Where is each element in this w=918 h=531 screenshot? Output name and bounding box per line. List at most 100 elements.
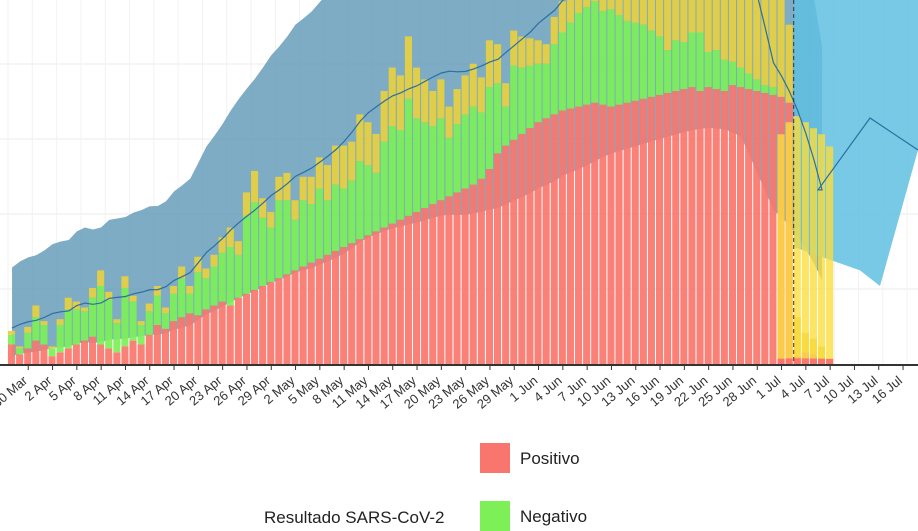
bar-positivo-90 [737, 87, 745, 364]
bar-negativo-88 [720, 59, 728, 91]
bar-positivo-69 [566, 108, 574, 364]
bar-series2-66 [542, 44, 550, 64]
bar-series2-10 [89, 287, 97, 298]
bar-series2-20 [170, 286, 178, 294]
bar-positivo-57 [469, 184, 477, 364]
bar-positivo-81 [664, 92, 672, 364]
bar-positivo-55 [453, 192, 461, 364]
bar-negativo-52 [429, 126, 437, 205]
trend-line-total [11, 0, 918, 329]
bar-negativo-78 [639, 24, 647, 99]
bar-projection-5 [818, 134, 826, 364]
bar-negativo-86 [704, 52, 712, 88]
bar-series2-79 [647, 0, 655, 31]
bar-series2-38 [315, 157, 323, 189]
bar-projection-6 [826, 146, 834, 364]
bar-positivo-65 [534, 122, 542, 364]
bar-negativo-84 [688, 32, 696, 88]
bar-projection-0 [777, 134, 785, 364]
bar-negativo-12 [105, 299, 113, 349]
bar-positivo-88 [720, 91, 728, 364]
bar-positivo-9 [80, 340, 88, 364]
bar-negativo-29 [242, 215, 250, 294]
bar-series2-83 [680, 0, 688, 43]
bar-negativo-82 [672, 40, 680, 91]
bar-projection-positive-2 [793, 358, 801, 364]
bar-series2-77 [631, 0, 639, 23]
bar-series2-9 [80, 307, 88, 312]
bar-series2-65 [534, 40, 542, 64]
bar-positivo-64 [526, 128, 534, 364]
bar-positivo-17 [145, 334, 153, 364]
bar-negativo-25 [210, 266, 218, 306]
bar-negativo-56 [461, 114, 469, 189]
bar-positivo-37 [307, 262, 315, 364]
bar-positivo-14 [121, 346, 129, 364]
bar-negativo-50 [413, 118, 421, 212]
bar-negativo-32 [267, 227, 275, 283]
bar-series2-12 [105, 291, 113, 300]
bar-positivo-40 [332, 250, 340, 364]
bar-series2-90 [737, 0, 745, 68]
bar-projection-positive-4 [809, 358, 817, 364]
bar-positivo-89 [728, 85, 736, 365]
bar-series2-51 [421, 79, 429, 123]
bar-negativo-28 [234, 254, 242, 298]
bar-positivo-28 [234, 297, 242, 364]
bar-positivo-19 [161, 328, 169, 364]
bar-series2-80 [656, 0, 664, 37]
bar-series2-56 [461, 75, 469, 115]
bar-negativo-63 [518, 67, 526, 134]
bar-positivo-46 [380, 227, 388, 364]
bar-series2-19 [161, 307, 169, 314]
bar-negativo-9 [80, 311, 88, 341]
bar-projection-3 [801, 122, 809, 364]
legend-item-positivo: Positivo [480, 443, 680, 473]
bar-negativo-49 [404, 98, 412, 216]
bar-projection-positive-1 [785, 358, 793, 364]
bar-projection-positive-6 [826, 358, 834, 364]
bar-series2-30 [251, 170, 259, 203]
bar-series2-14 [121, 276, 129, 288]
bar-positivo-80 [656, 94, 664, 365]
bar-positivo-2 [24, 348, 32, 364]
bar-series2-37 [307, 176, 315, 205]
bar-series2-58 [477, 77, 485, 113]
bar-projection-2 [793, 116, 801, 364]
bar-positivo-27 [226, 305, 234, 364]
bar-series2-2 [24, 326, 32, 333]
bar-series2-87 [712, 0, 720, 51]
bar-negativo-79 [647, 30, 655, 97]
bar-series2-72 [591, 0, 599, 2]
bar-negativo-16 [137, 325, 145, 345]
bar-positivo-94 [769, 94, 777, 365]
bar-positivo-13 [113, 352, 121, 364]
bar-series2-73 [599, 0, 607, 12]
bar-positivo-6 [56, 352, 64, 364]
bar-positivo-72 [591, 102, 599, 364]
bar-negativo-37 [307, 204, 315, 263]
bar-positivo-36 [299, 266, 307, 364]
legend-label-positivo: Positivo [520, 449, 580, 468]
bar-series2-36 [299, 176, 307, 201]
bar-positivo-1 [16, 354, 24, 364]
bar-series2-3 [32, 305, 40, 318]
bar-positivo-67 [550, 114, 558, 365]
bar-series2-44 [364, 122, 372, 166]
bar-positivo-48 [396, 219, 404, 364]
bar-series2-39 [323, 165, 331, 201]
bar-positivo-68 [558, 110, 566, 364]
bar-positivo-47 [388, 223, 396, 364]
bar-negativo-69 [566, 22, 574, 109]
bar-positivo-56 [461, 188, 469, 364]
legend-swatch-negativo [480, 501, 510, 531]
bar-positivo-70 [575, 106, 583, 364]
bar-negativo-64 [526, 65, 534, 129]
bar-positivo-87 [712, 89, 720, 365]
bar-series2-84 [688, 0, 696, 33]
bar-positivo-93 [761, 92, 769, 364]
bar-series2-40 [332, 145, 340, 185]
bar-series2-23 [194, 256, 202, 273]
bar-series2-75 [615, 0, 623, 15]
